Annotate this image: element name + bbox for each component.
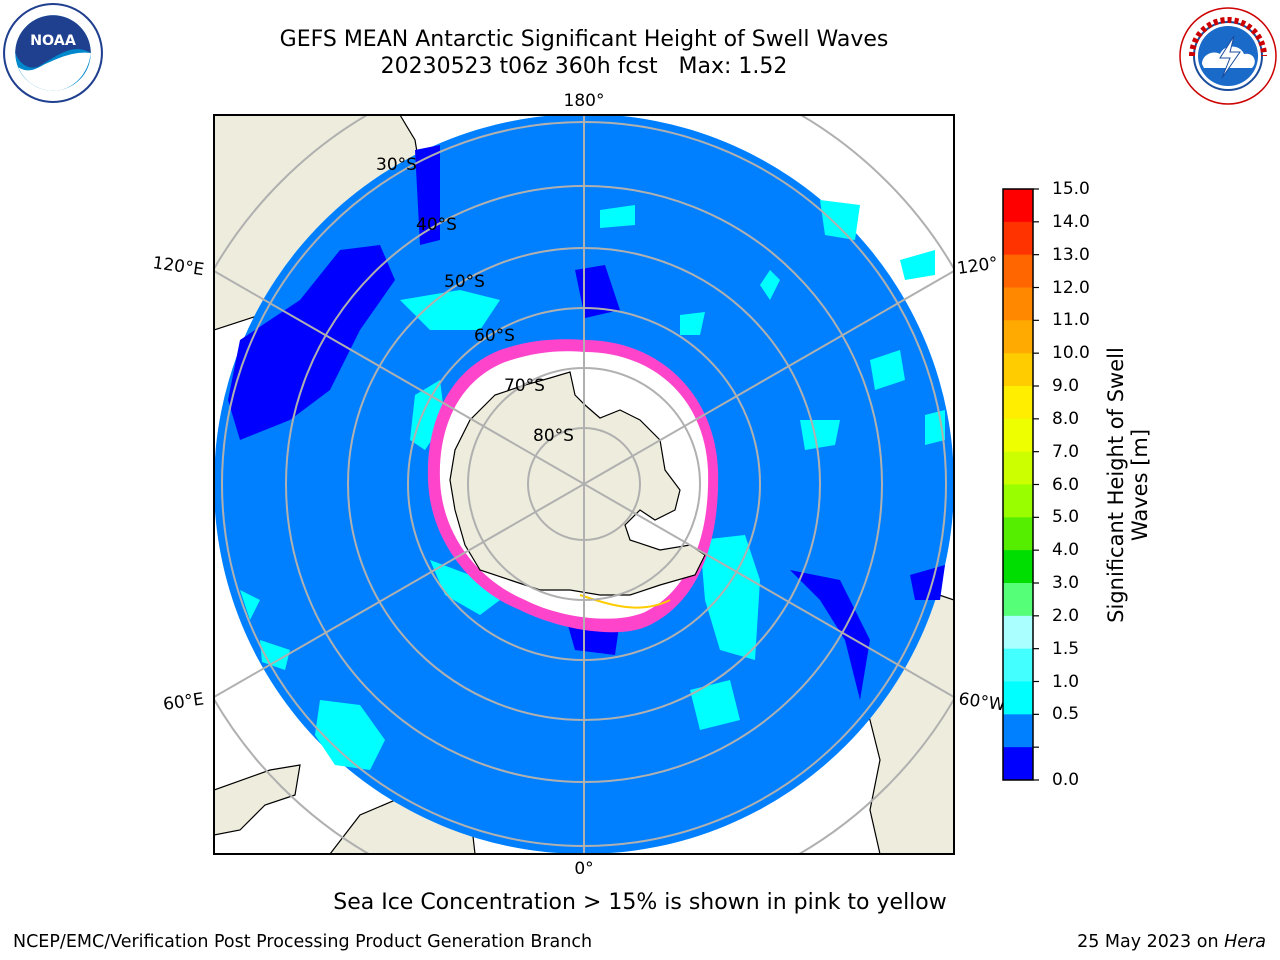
colorbar-segment [1003,681,1033,715]
colorbar-segment [1003,221,1033,256]
lat-label-50s: 50°S [444,272,485,292]
colorbar-segment [1003,451,1033,485]
nws-logo-icon [1179,7,1277,105]
title-line-2: 20230523 t06z 360h fcst Max: 1.52 [380,54,788,79]
colorbar-segment [1003,320,1033,354]
colorbar-segment [1003,714,1033,748]
title-line-1: GEFS MEAN Antarctic Significant Height o… [279,27,889,52]
colorbar-segment [1003,747,1033,781]
colorbar-tick-label: 15.0 [1052,179,1090,199]
colorbar-tick-label: 0.0 [1052,770,1080,790]
map-frame [213,114,955,855]
colorbar-label-line2: Waves [m] [1128,428,1152,542]
colorbar-segment [1003,648,1033,682]
low-swell-patch [575,265,620,318]
colorbar-segment [1003,484,1033,518]
footer-date: 25 May 2023 on Hera [1077,932,1266,952]
lon-label-right-lower: 60°W [957,689,1006,715]
colorbar-tick-label: 4.0 [1052,540,1080,561]
colorbar-tick-label: 1.0 [1052,671,1080,692]
lat-label-80s: 80°S [533,426,574,446]
colorbar-segment [1003,189,1033,223]
colorbar-tick-label: 0.5 [1052,704,1080,725]
colorbar-tick-label: 2.0 [1052,605,1080,626]
footer-date-text: 25 May 2023 on [1077,932,1219,952]
colorbar-tick-label: 13.0 [1052,244,1090,265]
noaa-logo-icon: NOAA [3,3,103,103]
lat-label-30s: 30°S [376,155,417,175]
colorbar-segment [1003,418,1033,453]
sea-ice-yellow-edge [579,594,671,609]
colorbar-tick-label: 11.0 [1052,310,1090,331]
lat-label-60s: 60°S [474,326,515,346]
low-swell-patch [415,145,440,245]
lon-label-left-lower: 60°E [162,689,205,714]
lon-label-right-upper: 120° [956,253,999,279]
colorbar-tick-label: 10.0 [1052,343,1090,364]
low-swell-patch [228,245,395,440]
colorbar-segment [1003,353,1033,387]
colorbar-segment [1003,615,1033,650]
colorbar [1002,188,1039,781]
colorbar-tick-label: 7.0 [1052,441,1080,462]
colorbar-segment [1003,254,1033,288]
footer-host: Hera [1224,932,1266,952]
lon-label-bottom: 0° [574,859,593,879]
colorbar-segment [1003,550,1033,584]
low-swell-patch [910,565,945,600]
colorbar-tick-label: 1.5 [1052,638,1080,659]
antarctica-land [449,371,706,596]
colorbar-tick-label: 9.0 [1052,376,1080,396]
colorbar-tick-label: 6.0 [1052,474,1080,495]
colorbar-tick-label: 14.0 [1052,211,1090,232]
colorbar-tick-label: 5.0 [1052,507,1080,528]
svg-text:NOAA: NOAA [30,33,76,49]
lat-label-70s: 70°S [504,376,545,396]
colorbar-label-line1: Significant Height of Swell [1104,347,1128,623]
lat-label-40s: 40°S [416,215,457,235]
colorbar-segment [1003,386,1033,420]
footer-branch: NCEP/EMC/Verification Post Processing Pr… [13,932,593,952]
sea-ice-caption: Sea Ice Concentration > 15% is shown in … [333,890,947,915]
high-swell-patches [240,200,945,770]
lon-label-left-upper: 120°E [151,253,205,280]
colorbar-tick-label: 12.0 [1052,277,1090,298]
low-swell-patch [790,570,870,700]
graticule [214,115,954,854]
colorbar-tick-label: 8.0 [1052,408,1080,429]
colorbar-segment [1003,583,1033,617]
lon-label-top: 180° [564,91,605,111]
colorbar-segment [1003,517,1033,551]
colorbar-segment [1003,287,1033,321]
colorbar-tick-label: 3.0 [1052,573,1080,593]
